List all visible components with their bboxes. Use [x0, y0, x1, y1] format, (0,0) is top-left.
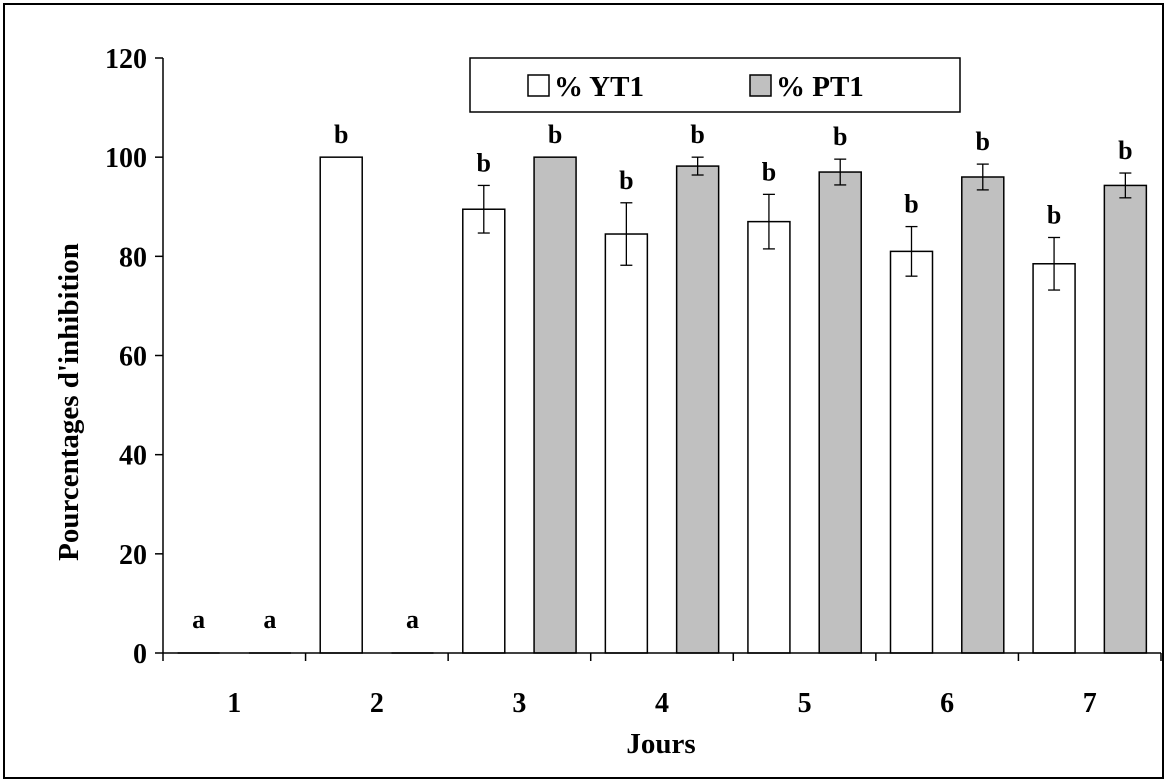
significance-label: b	[619, 166, 633, 195]
significance-label: b	[1047, 200, 1061, 229]
y-tick-label: 0	[133, 639, 147, 670]
y-tick-label: 40	[119, 441, 147, 472]
legend-label-pt1: % PT1	[776, 71, 864, 103]
error-bar	[834, 158, 847, 186]
y-tick-labels: 0 20 40 60 80 100 120	[105, 44, 147, 670]
y-tick-label: 20	[119, 540, 147, 571]
significance-label: b	[976, 127, 990, 156]
x-tick-label: 5	[798, 688, 812, 719]
significance-label: b	[334, 120, 348, 149]
error-bar	[976, 163, 989, 191]
axes	[155, 57, 1162, 661]
bar-pt1	[675, 165, 720, 654]
error-bar	[1048, 236, 1061, 291]
significance-label: a	[263, 605, 276, 634]
x-tick-labels: 1 2 3 4 5 6 7	[227, 688, 1096, 719]
bar-pt1	[1103, 184, 1148, 654]
error-bar	[477, 184, 490, 234]
significance-label: b	[548, 120, 562, 149]
error-bar	[620, 202, 633, 266]
y-tick-label: 60	[119, 342, 147, 373]
bar-pt1	[818, 171, 862, 654]
significance-label: b	[762, 157, 776, 186]
significance-labels: a b b b b b b a a b b b b b	[192, 120, 1132, 634]
x-axis-title: Jours	[626, 728, 695, 760]
y-tick-label: 80	[119, 242, 147, 273]
error-bar	[762, 193, 775, 250]
significance-label: b	[477, 148, 491, 177]
y-tick-label: 100	[105, 143, 147, 174]
error-bars	[477, 156, 1132, 291]
legend-box	[469, 57, 961, 113]
legend-swatch-pt1	[749, 74, 772, 97]
significance-label: b	[690, 120, 704, 149]
error-bar	[1119, 172, 1132, 199]
significance-label: b	[1118, 136, 1132, 165]
bar-pt1	[961, 176, 1005, 654]
bar-pt1	[533, 156, 577, 654]
bar-yt1	[462, 208, 506, 654]
x-tick-label: 4	[655, 688, 669, 719]
significance-label: b	[904, 190, 918, 219]
legend-label-yt1: % YT1	[554, 71, 644, 103]
bar-yt1	[747, 220, 791, 654]
bar-yt1	[1032, 263, 1076, 654]
y-axis-title: Pourcentages d'inhibition	[53, 243, 85, 561]
x-tick-label: 3	[512, 688, 526, 719]
chart-frame	[3, 3, 1164, 779]
significance-label: b	[833, 122, 847, 151]
bar-yt1	[889, 250, 934, 654]
error-bar	[691, 156, 704, 176]
legend-swatch-yt1	[527, 74, 550, 97]
legend: % YT1 % PT1	[469, 57, 961, 113]
x-tick-label: 7	[1083, 688, 1097, 719]
y-tick-label: 120	[105, 44, 147, 75]
bar-yt1	[604, 233, 649, 654]
bars	[177, 156, 1148, 654]
x-tick-label: 1	[227, 688, 241, 719]
x-tick-label: 6	[940, 688, 954, 719]
significance-label: a	[406, 605, 419, 634]
significance-label: a	[192, 605, 205, 634]
x-tick-label: 2	[370, 688, 384, 719]
error-bar	[905, 225, 918, 277]
bar-yt1	[319, 156, 363, 654]
